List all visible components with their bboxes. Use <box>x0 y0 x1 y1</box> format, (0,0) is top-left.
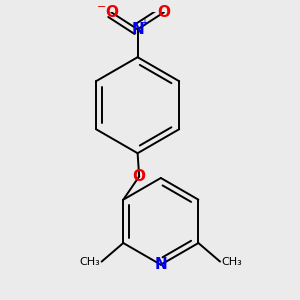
Text: O: O <box>105 5 118 20</box>
Text: CH₃: CH₃ <box>222 256 242 267</box>
Text: −: − <box>97 2 107 12</box>
Text: +: + <box>140 17 148 28</box>
Text: O: O <box>158 5 170 20</box>
Text: N: N <box>154 257 167 272</box>
Text: CH₃: CH₃ <box>79 256 100 267</box>
Text: N: N <box>131 22 144 37</box>
Text: O: O <box>133 169 146 184</box>
